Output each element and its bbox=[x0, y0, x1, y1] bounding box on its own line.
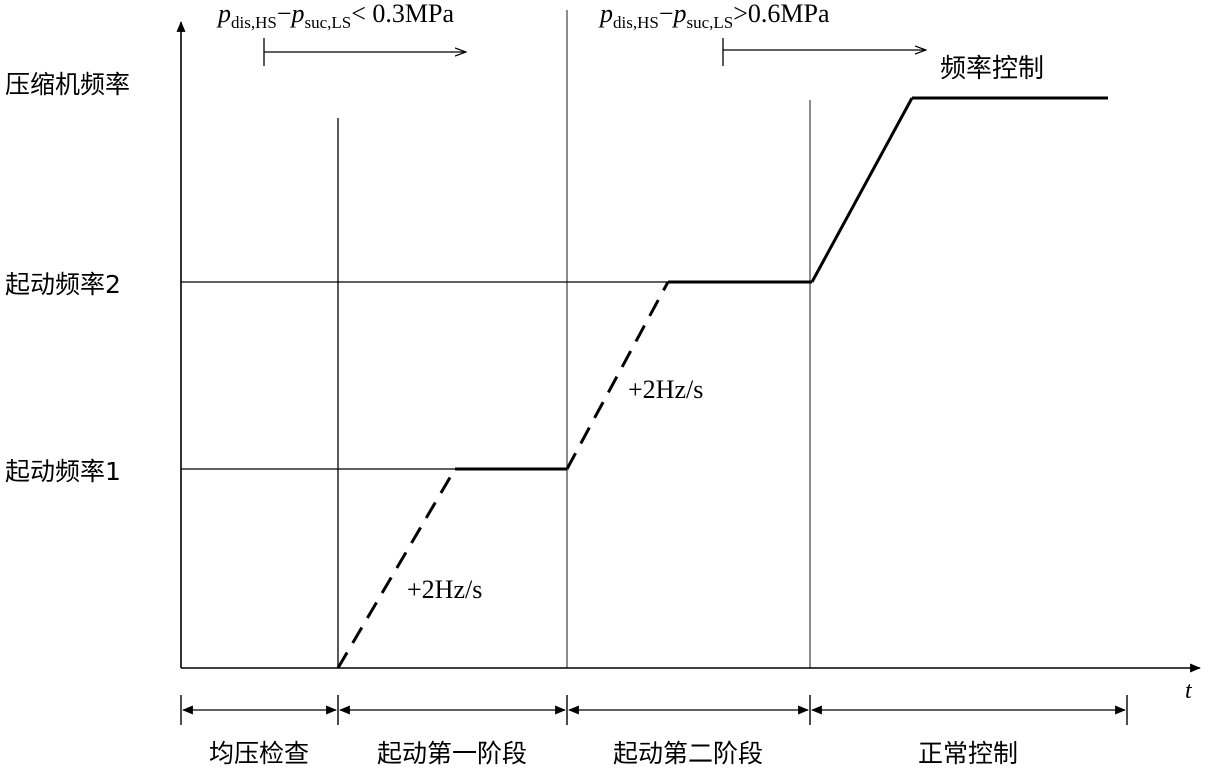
start-frequency-1-label: 起动频率1 bbox=[5, 457, 121, 486]
ramp-rate-label-2: +2Hz/s bbox=[628, 375, 703, 404]
condition-1-text: pdis,HS−psuc,LS< 0.3MPa bbox=[216, 0, 455, 32]
phase-label-start-stage-1: 起动第一阶段 bbox=[377, 739, 527, 768]
ramp-stage-2 bbox=[565, 281, 670, 470]
frequency-control-label: 频率控制 bbox=[940, 54, 1044, 84]
phase-span-bar bbox=[180, 695, 1128, 725]
condition-2-text: pdis,HS−psuc,LS>0.6MPa bbox=[598, 0, 830, 32]
phase-label-pressure-check: 均压检查 bbox=[209, 739, 309, 768]
ramp-normal-control bbox=[810, 97, 914, 283]
phase-label-normal-control: 正常控制 bbox=[918, 739, 1018, 768]
ramp-rate-label-1: +2Hz/s bbox=[407, 575, 482, 604]
start-frequency-2-label: 起动频率2 bbox=[5, 270, 121, 299]
ramp-stage-1 bbox=[336, 468, 457, 669]
x-axis-label: t bbox=[1185, 678, 1193, 704]
y-axis-label: 压缩机频率 bbox=[5, 70, 130, 99]
phase-label-start-stage-2: 起动第二阶段 bbox=[613, 739, 763, 768]
